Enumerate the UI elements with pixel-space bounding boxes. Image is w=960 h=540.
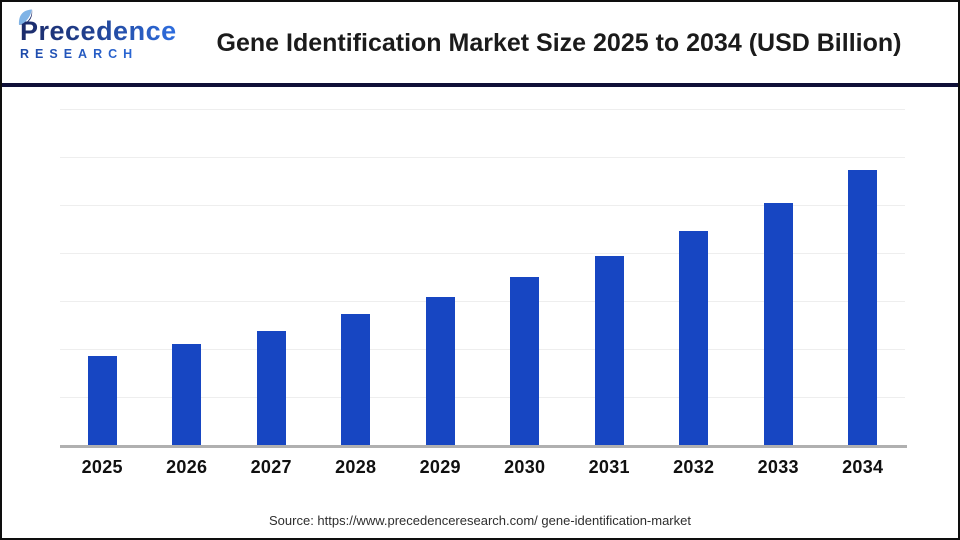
x-label: 2026 bbox=[166, 457, 208, 477]
x-label: 2028 bbox=[335, 457, 377, 477]
header: Precedence RESEARCH Gene Identification … bbox=[2, 2, 958, 83]
header-divider bbox=[2, 83, 958, 87]
gridline bbox=[60, 397, 905, 398]
bar-2030 bbox=[510, 277, 540, 445]
x-label: 2034 bbox=[842, 457, 884, 477]
gridline bbox=[60, 253, 905, 254]
x-label: 2032 bbox=[673, 457, 715, 477]
plot-area bbox=[60, 109, 905, 445]
bar-2032 bbox=[679, 230, 709, 445]
bar-slot bbox=[398, 109, 483, 445]
bar-2026 bbox=[172, 344, 202, 445]
gridline bbox=[60, 301, 905, 302]
bar-2025 bbox=[87, 356, 117, 445]
bar-2029 bbox=[425, 297, 455, 445]
bar-slot bbox=[60, 109, 145, 445]
bar-2033 bbox=[763, 203, 793, 445]
bar-slot bbox=[652, 109, 737, 445]
leaf-icon bbox=[18, 9, 33, 25]
x-label: 2029 bbox=[419, 457, 461, 477]
gridline bbox=[60, 349, 905, 350]
x-label: 2027 bbox=[250, 457, 292, 477]
brand-subname: RESEARCH bbox=[20, 47, 170, 62]
bar-slot bbox=[229, 109, 314, 445]
bar-2031 bbox=[594, 255, 624, 445]
x-axis-labels: 2025 2026 2027 2028 2029 2030 2031 2032 2033 2034 bbox=[60, 457, 905, 478]
bar-slot bbox=[314, 109, 399, 445]
bar-2034 bbox=[848, 170, 878, 445]
bars-row bbox=[60, 109, 905, 445]
gridline bbox=[60, 109, 905, 110]
bar-slot bbox=[736, 109, 821, 445]
gridline bbox=[60, 205, 905, 206]
source-text: Source: https://www.precedenceresearch.c… bbox=[269, 513, 691, 528]
x-label: 2031 bbox=[588, 457, 630, 477]
x-label: 2025 bbox=[81, 457, 123, 477]
x-label: 2030 bbox=[504, 457, 546, 477]
bar-slot bbox=[483, 109, 568, 445]
brand-name: Precedence bbox=[18, 9, 177, 47]
bar-slot bbox=[821, 109, 906, 445]
bar-2027 bbox=[256, 330, 286, 445]
x-label: 2033 bbox=[757, 457, 799, 477]
gridline bbox=[60, 157, 905, 158]
bar-slot bbox=[145, 109, 230, 445]
page-title: Gene Identification Market Size 2025 to … bbox=[216, 29, 902, 57]
bar-2028 bbox=[341, 314, 371, 445]
brand-logo: Precedence RESEARCH bbox=[18, 9, 170, 62]
bar-slot bbox=[567, 109, 652, 445]
x-axis-line bbox=[60, 445, 907, 448]
